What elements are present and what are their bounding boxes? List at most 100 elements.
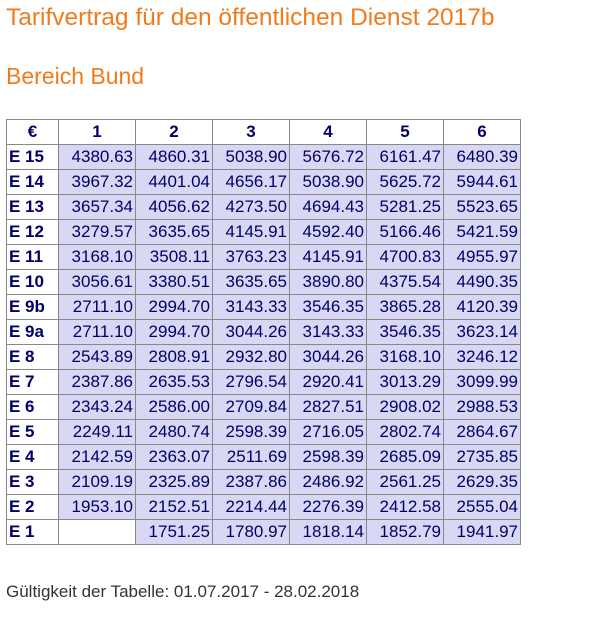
row-label: E 15 <box>6 144 59 170</box>
salary-cell: 2387.86 <box>212 469 290 495</box>
empty-cell <box>58 519 136 545</box>
salary-table: €1 2 3 4 5 6 E 15 4380.63 4860.31 5038.90 5676.72 6… <box>6 119 521 545</box>
salary-cell: 3044.26 <box>212 319 290 345</box>
salary-cell: 2511.69 <box>212 444 290 470</box>
salary-cell: 3635.65 <box>212 269 290 295</box>
table-row: E 11 3168.10 3508.11 3763.23 4145.91 4700.83 4… <box>6 244 521 270</box>
salary-cell: 3143.33 <box>289 319 367 345</box>
salary-cell: 2598.39 <box>289 444 367 470</box>
salary-cell: 2709.84 <box>212 394 290 420</box>
row-label: E 7 <box>6 369 59 395</box>
salary-cell: 4375.54 <box>366 269 444 295</box>
salary-cell: 2808.91 <box>135 344 213 370</box>
salary-cell: 3635.65 <box>135 219 213 245</box>
row-label: E 1 <box>6 519 59 545</box>
row-label: E 3 <box>6 469 59 495</box>
table-row: E 12 3279.57 3635.65 4145.91 4592.40 5166.46 5… <box>6 219 521 245</box>
table-row: E 14 3967.32 4401.04 4656.17 5038.90 5625.72 5… <box>6 169 521 195</box>
column-header: 3 <box>212 119 290 145</box>
header-row: €1 2 3 4 5 6 <box>6 119 521 145</box>
salary-cell: 3246.12 <box>443 344 521 370</box>
salary-cell: 3168.10 <box>366 344 444 370</box>
salary-cell: 2685.09 <box>366 444 444 470</box>
column-header: 4 <box>289 119 367 145</box>
salary-cell: 2214.44 <box>212 494 290 520</box>
salary-cell: 5038.90 <box>212 144 290 170</box>
table-row: E 10 3056.61 3380.51 3635.65 3890.80 4375.54 4… <box>6 269 521 295</box>
salary-cell: 2802.74 <box>366 419 444 445</box>
salary-cell: 2864.67 <box>443 419 521 445</box>
salary-cell: 2735.85 <box>443 444 521 470</box>
column-header: 6 <box>443 119 521 145</box>
salary-cell: 2994.70 <box>135 319 213 345</box>
row-label: E 6 <box>6 394 59 420</box>
salary-cell: 3865.28 <box>366 294 444 320</box>
salary-cell: 4380.63 <box>58 144 136 170</box>
table-row: E 7 2387.86 2635.53 2796.54 2920.41 3013.29 30… <box>6 369 521 395</box>
row-label: E 10 <box>6 269 59 295</box>
salary-cell: 2363.07 <box>135 444 213 470</box>
row-label: E 11 <box>6 244 59 270</box>
salary-cell: 2325.89 <box>135 469 213 495</box>
salary-cell: 4490.35 <box>443 269 521 295</box>
salary-cell: 5281.25 <box>366 194 444 220</box>
salary-cell: 5523.65 <box>443 194 521 220</box>
table-row: E 8 2543.89 2808.91 2932.80 3044.26 3168.10 32… <box>6 344 521 370</box>
salary-cell: 3623.14 <box>443 319 521 345</box>
row-label: E 5 <box>6 419 59 445</box>
salary-cell: 2629.35 <box>443 469 521 495</box>
table-row: E 9a 2711.10 2994.70 3044.26 3143.33 3546.35 3… <box>6 319 521 345</box>
salary-cell: 4056.62 <box>135 194 213 220</box>
salary-cell: 4273.50 <box>212 194 290 220</box>
salary-cell: 3890.80 <box>289 269 367 295</box>
salary-cell: 5944.61 <box>443 169 521 195</box>
table-row: E 6 2343.24 2586.00 2709.84 2827.51 2908.02 29… <box>6 394 521 420</box>
salary-cell: 2994.70 <box>135 294 213 320</box>
row-label: E 4 <box>6 444 59 470</box>
salary-cell: 3044.26 <box>289 344 367 370</box>
salary-cell: 5676.72 <box>289 144 367 170</box>
salary-cell: 2827.51 <box>289 394 367 420</box>
salary-cell: 5038.90 <box>289 169 367 195</box>
salary-cell: 3056.61 <box>58 269 136 295</box>
salary-cell: 2711.10 <box>58 319 136 345</box>
salary-cell: 5421.59 <box>443 219 521 245</box>
row-label: E 14 <box>6 169 59 195</box>
salary-cell: 2561.25 <box>366 469 444 495</box>
table-row: E 4 2142.59 2363.07 2511.69 2598.39 2685.09 27… <box>6 444 521 470</box>
row-label: E 9a <box>6 319 59 345</box>
salary-cell: 1953.10 <box>58 494 136 520</box>
salary-cell: 2796.54 <box>212 369 290 395</box>
salary-cell: 2276.39 <box>289 494 367 520</box>
salary-cell: 3013.29 <box>366 369 444 395</box>
salary-cell: 4656.17 <box>212 169 290 195</box>
salary-cell: 1818.14 <box>289 519 367 545</box>
salary-cell: 2486.92 <box>289 469 367 495</box>
table-row: E 2 1953.10 2152.51 2214.44 2276.39 2412.58 25… <box>6 494 521 520</box>
salary-cell: 2249.11 <box>58 419 136 445</box>
salary-cell: 2480.74 <box>135 419 213 445</box>
salary-cell: 6161.47 <box>366 144 444 170</box>
salary-cell: 2920.41 <box>289 369 367 395</box>
salary-cell: 2142.59 <box>58 444 136 470</box>
table-row: E 5 2249.11 2480.74 2598.39 2716.05 2802.74 28… <box>6 419 521 445</box>
salary-cell: 2711.10 <box>58 294 136 320</box>
salary-cell: 4955.97 <box>443 244 521 270</box>
table-row: E 1 1751.25 1780.97 1818.14 1852.79 1941.97 <box>6 519 521 545</box>
salary-cell: 5625.72 <box>366 169 444 195</box>
salary-cell: 3099.99 <box>443 369 521 395</box>
salary-cell: 3657.34 <box>58 194 136 220</box>
salary-cell: 2152.51 <box>135 494 213 520</box>
row-label: E 12 <box>6 219 59 245</box>
table-row: E 13 3657.34 4056.62 4273.50 4694.43 5281.25 5… <box>6 194 521 220</box>
table-row: E 9b 2711.10 2994.70 3143.33 3546.35 3865.28 4… <box>6 294 521 320</box>
table-row: E 3 2109.19 2325.89 2387.86 2486.92 2561.25 26… <box>6 469 521 495</box>
row-label: E 2 <box>6 494 59 520</box>
salary-cell: 4401.04 <box>135 169 213 195</box>
salary-cell: 2988.53 <box>443 394 521 420</box>
salary-cell: 3380.51 <box>135 269 213 295</box>
column-header: 1 <box>58 119 136 145</box>
salary-cell: 1852.79 <box>366 519 444 545</box>
salary-cell: 1941.97 <box>443 519 521 545</box>
